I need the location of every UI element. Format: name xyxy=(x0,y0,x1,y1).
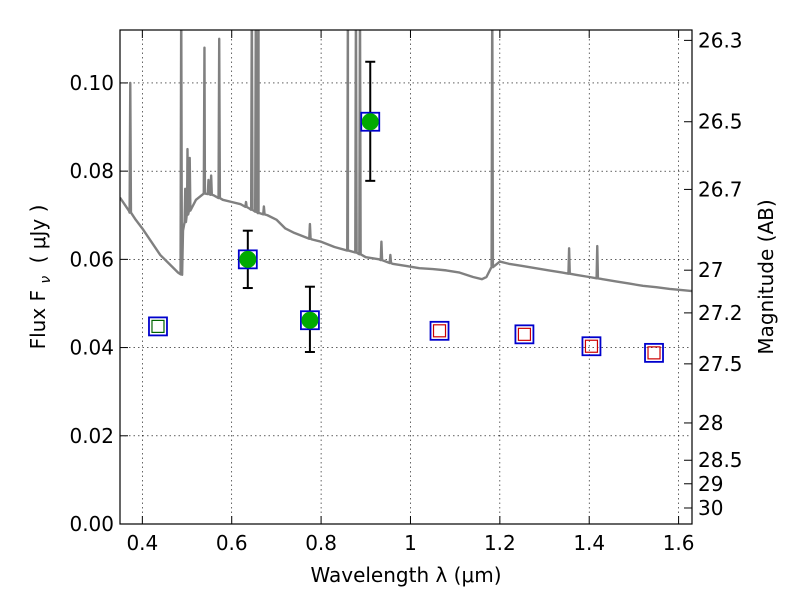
x-tick-label: 1 xyxy=(404,531,417,555)
y2-axis-label: Magnitude (AB) xyxy=(754,199,778,354)
y-tick-label: 0.02 xyxy=(69,424,114,448)
y2-tick-label: 29 xyxy=(698,472,723,496)
model-flux-box xyxy=(581,336,602,357)
y-axis: 0.00 0.02 0.04 0.06 0.08 0.10 xyxy=(69,71,128,536)
y-tick-label: 0.04 xyxy=(69,336,114,360)
y2-tick-label: 26.3 xyxy=(698,28,743,52)
y-axis-label-group: Flux F ν ( μJy ) xyxy=(26,205,55,350)
x-tick-label: 1.4 xyxy=(573,531,605,555)
y-tick-label: 0.08 xyxy=(69,159,114,183)
y-tick-label: 0.00 xyxy=(69,512,114,536)
upper-limit-marker xyxy=(584,339,599,353)
y-tick-label: 0.10 xyxy=(69,71,114,95)
x-tick-label: 0.8 xyxy=(305,531,337,555)
y2-tick-label: 26.5 xyxy=(698,110,743,134)
y2-tick-label: 27 xyxy=(698,258,723,282)
x-tick-label: 1.6 xyxy=(663,531,695,555)
model-flux-box xyxy=(514,324,535,345)
x-tick-label: 0.6 xyxy=(216,531,248,555)
y-axis-label-text: Flux F xyxy=(26,290,50,349)
model-flux-box xyxy=(300,310,320,331)
plot-area xyxy=(120,30,692,363)
photometry-markers xyxy=(148,111,664,363)
upper-limit-marker xyxy=(647,346,661,360)
upper-limit-marker xyxy=(517,327,532,341)
model-flux-box xyxy=(429,320,450,341)
y2-tick-label: 27.2 xyxy=(698,301,743,325)
x-tick-label: 1.2 xyxy=(484,531,516,555)
y2-tick-label: 30 xyxy=(698,496,723,520)
y-tick-label: 0.06 xyxy=(69,247,114,271)
y-axis-label: Flux F ν ( μJy ) xyxy=(26,205,55,350)
x-axis: 0.4 0.6 0.8 1 1.2 1.4 1.6 xyxy=(126,30,695,555)
detection-point xyxy=(361,113,379,131)
upper-limit-marker xyxy=(151,319,165,333)
x-axis-label: Wavelength λ (μm) xyxy=(310,563,501,587)
y2-tick-label: 28 xyxy=(698,411,723,435)
model-flux-box xyxy=(360,111,381,132)
plot-frame xyxy=(119,29,693,525)
model-flux-box xyxy=(644,342,664,363)
y-axis-label-unit: ( μJy ) xyxy=(26,205,50,264)
detection-point xyxy=(301,311,319,329)
detection-point xyxy=(239,250,257,268)
y2-tick-label: 28.5 xyxy=(698,448,743,472)
y2-tick-label: 27.5 xyxy=(698,352,743,376)
grid xyxy=(120,30,692,524)
x-tick-label: 0.4 xyxy=(126,531,158,555)
upper-limit-marker xyxy=(432,324,447,338)
y-axis-label-sub: ν xyxy=(38,276,54,284)
y2-tick-label: 26.7 xyxy=(698,177,743,201)
model-flux-box xyxy=(237,249,258,270)
model-flux-box xyxy=(148,316,168,337)
sed-model-line xyxy=(120,30,692,293)
